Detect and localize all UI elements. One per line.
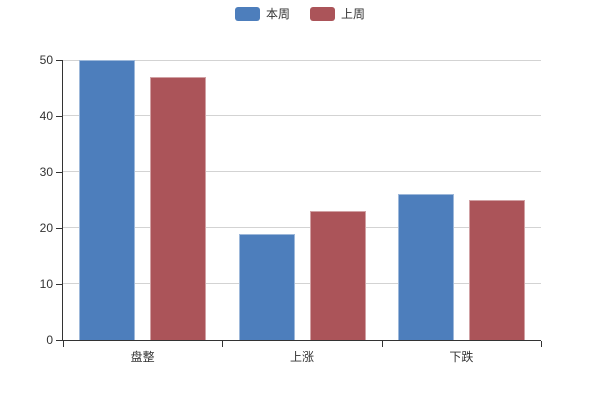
gridline <box>63 171 541 172</box>
x-axis-label: 下跌 <box>449 350 474 364</box>
y-axis-tick <box>56 284 62 285</box>
gridline <box>63 115 541 116</box>
y-axis-tick <box>56 172 62 173</box>
legend-item-label: 上周 <box>341 7 366 21</box>
y-axis-label: 0 <box>46 333 53 347</box>
y-axis-label: 10 <box>39 277 53 291</box>
legend-marker-icon <box>234 7 260 21</box>
gridline <box>63 227 541 228</box>
y-axis-label: 20 <box>39 221 53 235</box>
y-axis-tick <box>56 116 62 117</box>
x-axis-tick <box>382 341 383 347</box>
plot-area: 0 10 20 30 40 50 盘整 上涨 下跌 <box>40 53 542 364</box>
bar-s0-c2[interactable] <box>398 194 454 340</box>
bar-s1-c2[interactable] <box>469 200 525 340</box>
y-axis-label: 30 <box>39 165 53 179</box>
y-axis-tick <box>56 228 62 229</box>
x-axis-label: 上涨 <box>289 350 314 364</box>
legend-item-0[interactable]: 本周 <box>234 7 290 21</box>
bar-s1-c1[interactable] <box>310 211 366 340</box>
legend-item-1[interactable]: 上周 <box>310 7 365 21</box>
legend: 本周 上周 <box>0 5 600 23</box>
bar-s1-c0[interactable] <box>150 77 206 340</box>
y-axis-tick <box>56 60 62 61</box>
x-axis-tick <box>63 341 64 347</box>
y-axis-label: 50 <box>39 53 53 67</box>
x-axis-tick <box>222 341 223 347</box>
x-axis-label: 盘整 <box>130 350 155 364</box>
gridline <box>63 283 541 284</box>
x-axis-tick <box>541 341 542 347</box>
bar-s0-c1[interactable] <box>239 234 295 340</box>
y-axis-tick <box>56 340 62 341</box>
bar-s0-c0[interactable] <box>79 60 135 340</box>
legend-marker-icon <box>310 7 335 21</box>
legend-item-label: 本周 <box>265 7 290 21</box>
y-axis-label: 40 <box>39 109 53 123</box>
gridline <box>63 60 541 61</box>
